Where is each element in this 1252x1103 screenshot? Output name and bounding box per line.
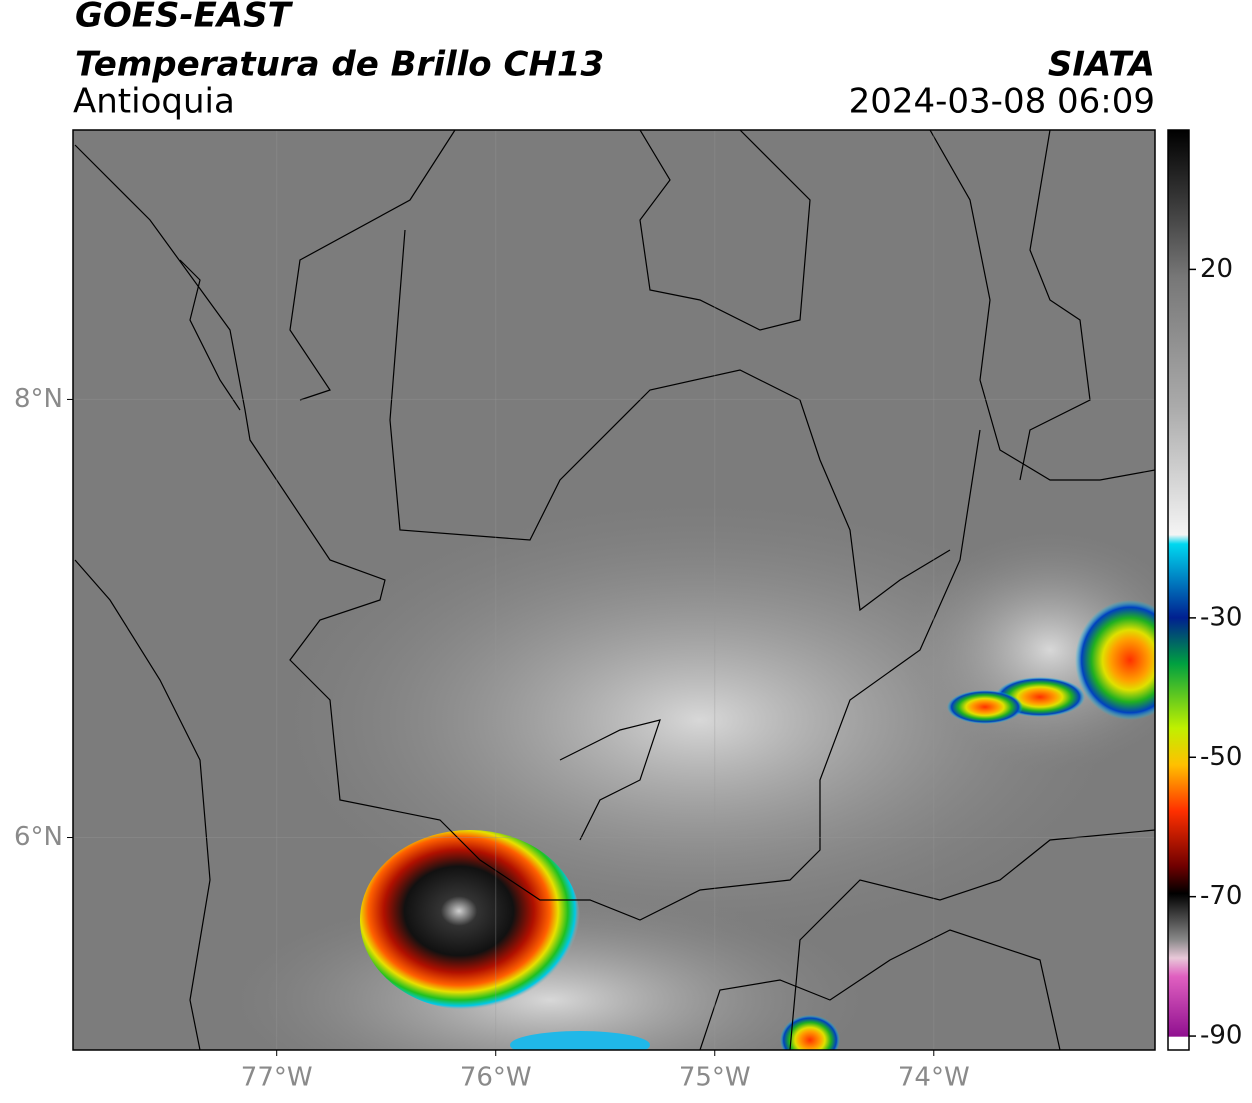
y-tick-label: 6°N <box>14 822 63 852</box>
satellite-image <box>73 130 1155 1050</box>
x-tick-label: 77°W <box>241 1063 313 1093</box>
colorbar-tick-label: -30 <box>1200 602 1242 632</box>
graticule <box>73 130 1155 1050</box>
x-tick-label: 75°W <box>679 1063 751 1093</box>
source: SIATA <box>1048 45 1155 85</box>
y-tick-label: 8°N <box>14 384 63 414</box>
subtitle: Temperatura de Brillo CH13 <box>75 45 604 85</box>
x-tick-label: 76°W <box>460 1063 532 1093</box>
colorbar <box>1167 129 1190 1051</box>
datetime: 2024-03-08 06:09 <box>849 82 1155 122</box>
region: Antioquia <box>73 82 235 122</box>
colorbar-tick-label: -70 <box>1200 881 1242 911</box>
colorbar-tick-label: 20 <box>1200 254 1233 284</box>
colorbar-tick-label: -90 <box>1200 1021 1242 1051</box>
colorbar-tick-label: -50 <box>1200 742 1242 772</box>
map-frame <box>72 129 1156 1051</box>
title: GOES-EAST <box>75 0 294 36</box>
x-tick-label: 74°W <box>898 1063 970 1093</box>
